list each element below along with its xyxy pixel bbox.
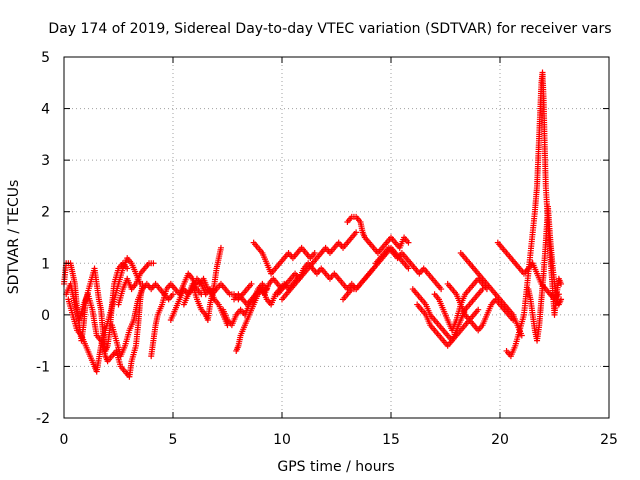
- x-tick-label: 5: [169, 432, 178, 448]
- data-point: [311, 249, 318, 256]
- data-points: [61, 69, 565, 380]
- grid-lines: [64, 57, 609, 418]
- x-tick-label: 20: [491, 432, 509, 448]
- y-tick-label: -1: [36, 359, 50, 375]
- x-tick-label: 15: [382, 432, 400, 448]
- data-point: [475, 306, 482, 313]
- data-point: [217, 244, 224, 251]
- data-point: [558, 280, 565, 287]
- data-point: [263, 286, 270, 293]
- y-tick-label: 2: [41, 205, 50, 221]
- data-point: [248, 280, 255, 287]
- x-tick-label: 25: [600, 432, 618, 448]
- y-tick-label: 4: [41, 102, 50, 118]
- y-tick-label: -2: [36, 411, 50, 427]
- data-point: [558, 296, 565, 303]
- x-tick-label: 10: [273, 432, 291, 448]
- data-point: [438, 286, 445, 293]
- data-point: [150, 260, 157, 267]
- y-tick-label: 0: [41, 308, 50, 324]
- chart-title: Day 174 of 2019, Sidereal Day-to-day VTE…: [48, 21, 611, 37]
- y-tick-label: 5: [41, 50, 50, 66]
- data-point: [170, 291, 176, 298]
- y-axis-ticks: -2 -1 0 1 2 3 4 5: [36, 50, 609, 427]
- data-point: [405, 239, 412, 246]
- y-tick-label: 3: [41, 153, 50, 169]
- x-axis-label: GPS time / hours: [277, 459, 394, 475]
- x-tick-label: 0: [60, 432, 69, 448]
- data-point: [518, 332, 525, 339]
- plot-frame: [63, 56, 610, 419]
- y-tick-label: 1: [41, 256, 50, 272]
- x-axis-ticks: 0 5 10 15 20 25: [60, 57, 618, 448]
- data-point: [405, 265, 412, 272]
- y-axis-label: SDTVAR / TECUs: [6, 180, 22, 295]
- data-point: [353, 229, 360, 236]
